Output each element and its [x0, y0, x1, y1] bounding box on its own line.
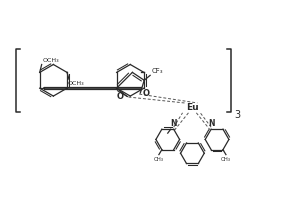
Text: Eu: Eu: [186, 103, 199, 112]
Text: O: O: [117, 92, 124, 101]
Text: CH₃: CH₃: [221, 157, 231, 162]
Text: 3: 3: [234, 110, 240, 120]
Text: O: O: [143, 89, 150, 98]
Text: CH₃: CH₃: [154, 157, 164, 162]
Text: OCH₃: OCH₃: [43, 58, 59, 63]
Text: N: N: [170, 119, 177, 128]
Text: OCH₃: OCH₃: [68, 81, 85, 86]
Text: CF₃: CF₃: [151, 68, 163, 74]
Text: N: N: [208, 119, 214, 128]
